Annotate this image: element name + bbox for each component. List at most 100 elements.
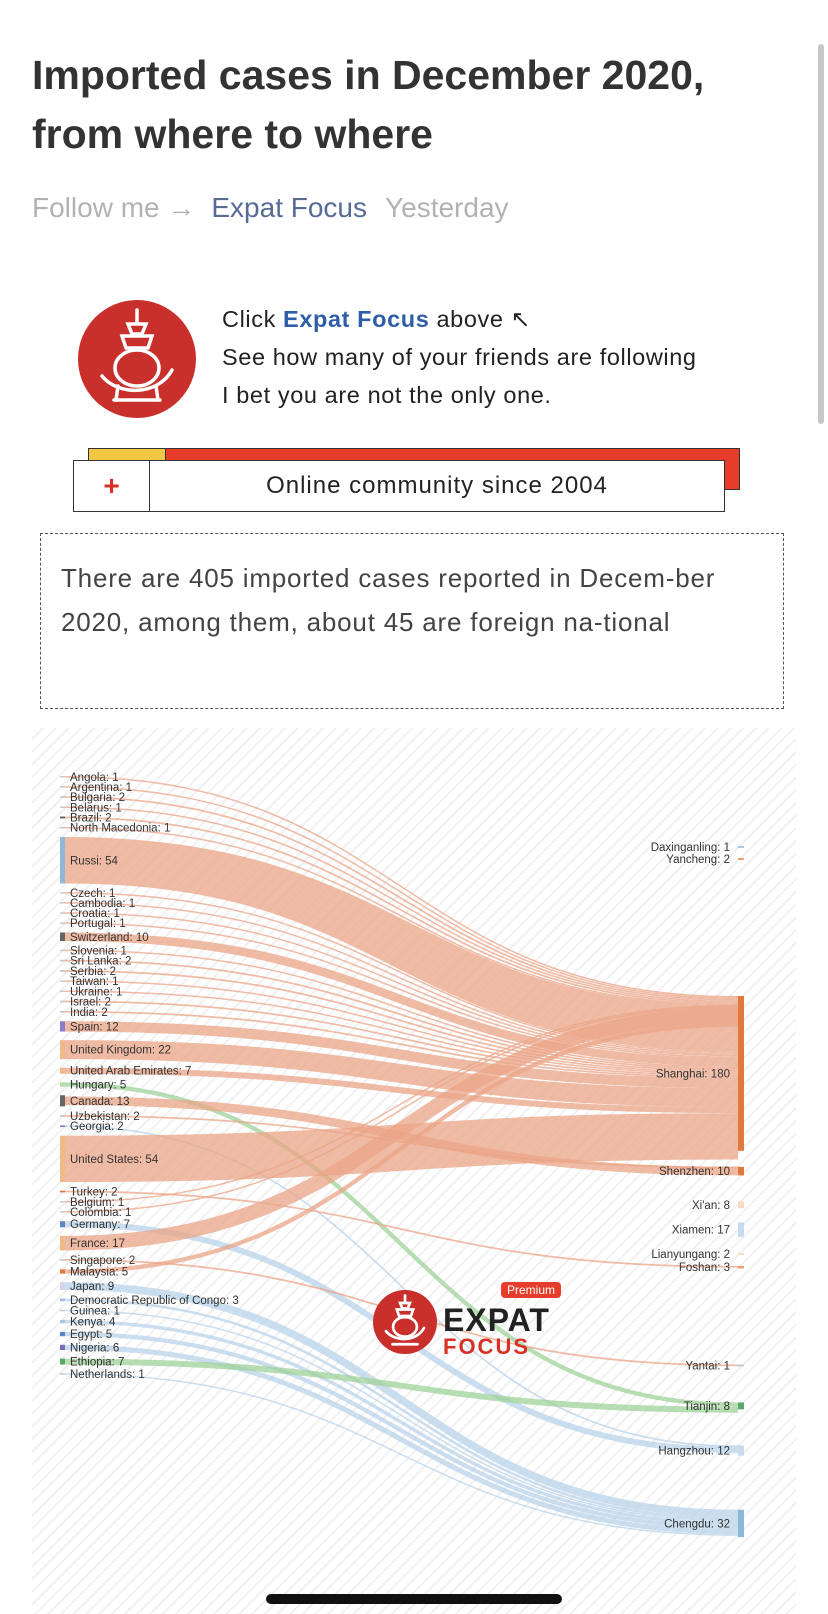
- source-label-switzerland: Switzerland: 10: [70, 932, 149, 944]
- target-label-hangzhou: Hangzhou: 12: [658, 1446, 730, 1458]
- flow-colombia: [64, 1006, 739, 1213]
- source-node-singapore: [60, 1259, 65, 1261]
- source-label-israel: Israel: 2: [70, 996, 111, 1008]
- source-label-portugal: Portugal: 1: [70, 918, 126, 930]
- source-label-taiwan: Taiwan: 1: [70, 976, 119, 988]
- account-name-link[interactable]: Expat Focus: [211, 192, 368, 223]
- source-node-czech: [60, 892, 65, 894]
- target-label-shanghai: Shanghai: 180: [656, 1068, 730, 1080]
- target-node-foshan: [738, 1265, 744, 1269]
- source-node-serbia: [60, 970, 65, 972]
- watermark: Premium EXPAT FOCUS: [373, 1282, 573, 1362]
- source-label-bulgaria: Bulgaria: 2: [70, 792, 125, 804]
- flow-israel: [64, 1000, 739, 1077]
- source-node-netherlands: [60, 1373, 65, 1375]
- target-node-hangzhou: [738, 1445, 744, 1456]
- flow-portugal: [64, 922, 739, 1058]
- flow-sri-lanka: [64, 959, 739, 1070]
- source-node-democratic-republic-of-congo: [60, 1298, 65, 1302]
- home-indicator[interactable]: [266, 1594, 562, 1604]
- source-node-spain: [60, 1021, 65, 1032]
- source-label-serbia: Serbia: 2: [70, 966, 116, 978]
- source-label-cambodia: Cambodia: 1: [70, 898, 135, 910]
- source-node-malaysia: [60, 1269, 65, 1274]
- source-label-united-kingdom: United Kingdom: 22: [70, 1045, 171, 1057]
- flow-cambodia: [64, 902, 739, 1055]
- scrollbar[interactable]: [818, 44, 824, 424]
- source-label-france: France: 17: [70, 1238, 125, 1250]
- source-label-angola: Angola: 1: [70, 772, 119, 784]
- target-node-daxinganling: [738, 846, 744, 848]
- target-node-shanghai: [738, 996, 744, 1151]
- source-node-united-states: [60, 1135, 65, 1183]
- source-label-ukraine: Ukraine: 1: [70, 986, 122, 998]
- promo-brand-link[interactable]: Expat Focus: [283, 306, 430, 332]
- flow-angola: [64, 776, 739, 998]
- source-node-hungary: [60, 1082, 65, 1087]
- banner-label: Online community since 2004: [266, 472, 608, 499]
- follow-promo: Click Expat Focus above ↖ See how many o…: [222, 300, 697, 414]
- target-label-lianyungang: Lianyungang: 2: [651, 1249, 730, 1261]
- source-node-belarus: [60, 806, 65, 809]
- promo-suffix: above ↖: [429, 306, 531, 332]
- flow-links: [64, 776, 739, 1536]
- target-label-yancheng: Yancheng: 2: [666, 854, 730, 866]
- target-label-daxinganling: Daxinganling: 1: [651, 842, 730, 854]
- source-label-kenya: Kenya: 4: [70, 1317, 116, 1329]
- source-node-croatia: [60, 912, 65, 914]
- target-label-chengdu: Chengdu: 32: [664, 1518, 730, 1530]
- target-label-tianjin: Tianjin: 8: [684, 1401, 730, 1413]
- flow-india: [64, 1010, 739, 1078]
- source-node-belgium: [60, 1201, 65, 1203]
- flow-serbia: [64, 970, 739, 1072]
- source-node-angola: [60, 776, 65, 778]
- source-label-netherlands: Netherlands: 1: [70, 1369, 145, 1381]
- source-node-switzerland: [60, 932, 65, 942]
- source-label-hungary: Hungary: 5: [70, 1079, 126, 1091]
- source-node-egypt: [60, 1331, 65, 1337]
- source-node-japan: [60, 1282, 65, 1290]
- source-label-north-macedonia: North Macedonia: 1: [70, 823, 170, 835]
- flow-kenya: [64, 1319, 739, 1525]
- source-label-japan: Japan: 9: [70, 1281, 114, 1293]
- promo-prefix: Click: [222, 306, 284, 332]
- promo-line-2: See how many of your friends are followi…: [222, 344, 697, 370]
- source-node-turkey: [60, 1190, 65, 1193]
- source-node-canada: [60, 1095, 65, 1107]
- flow-nigeria: [64, 1344, 739, 1535]
- source-label-germany: Germany: 7: [70, 1219, 130, 1231]
- source-label-russi: Russi: 54: [70, 855, 119, 867]
- pagoda-logo-icon: [78, 300, 196, 418]
- target-node-lianyungang: [738, 1252, 744, 1255]
- target-node-chengdu: [738, 1509, 744, 1538]
- source-node-russi: [60, 837, 65, 884]
- source-node-ethiopia: [60, 1358, 65, 1365]
- target-label-xiamen: Xiamen: 17: [672, 1225, 730, 1237]
- flow-malaysia: [64, 1022, 739, 1274]
- flow-bulgaria: [64, 796, 739, 1001]
- source-label-malaysia: Malaysia: 5: [70, 1267, 128, 1279]
- source-node-georgia: [60, 1125, 65, 1128]
- source-node-portugal: [60, 922, 65, 924]
- source-node-cambodia: [60, 902, 65, 904]
- source-label-nigeria: Nigeria: 6: [70, 1342, 119, 1354]
- source-label-brazil: Brazil: 2: [70, 812, 112, 824]
- source-label-democratic-republic-of-congo: Democratic Republic of Congo: 3: [70, 1295, 239, 1307]
- flow-guinea: [64, 1309, 739, 1522]
- flow-democratic-republic-of-congo: [64, 1298, 739, 1520]
- source-label-czech: Czech: 1: [70, 888, 115, 900]
- target-label-xi-an: Xi'an: 8: [692, 1200, 730, 1212]
- flow-argentina: [64, 786, 739, 999]
- flow-turkey: [64, 1190, 739, 1268]
- source-label-colombia: Colombia: 1: [70, 1207, 131, 1219]
- source-node-guinea: [60, 1309, 65, 1312]
- source-label-india: India: 2: [70, 1007, 108, 1019]
- target-label-shenzhen: Shenzhen: 10: [659, 1166, 730, 1178]
- source-label-canada: Canada: 13: [70, 1096, 129, 1108]
- source-node-france: [60, 1235, 65, 1251]
- watermark-brand-line2: FOCUS: [443, 1334, 530, 1359]
- source-node-ukraine: [60, 990, 65, 993]
- source-node-united-kingdom: [60, 1040, 65, 1060]
- source-label-georgia: Georgia: 2: [70, 1121, 124, 1133]
